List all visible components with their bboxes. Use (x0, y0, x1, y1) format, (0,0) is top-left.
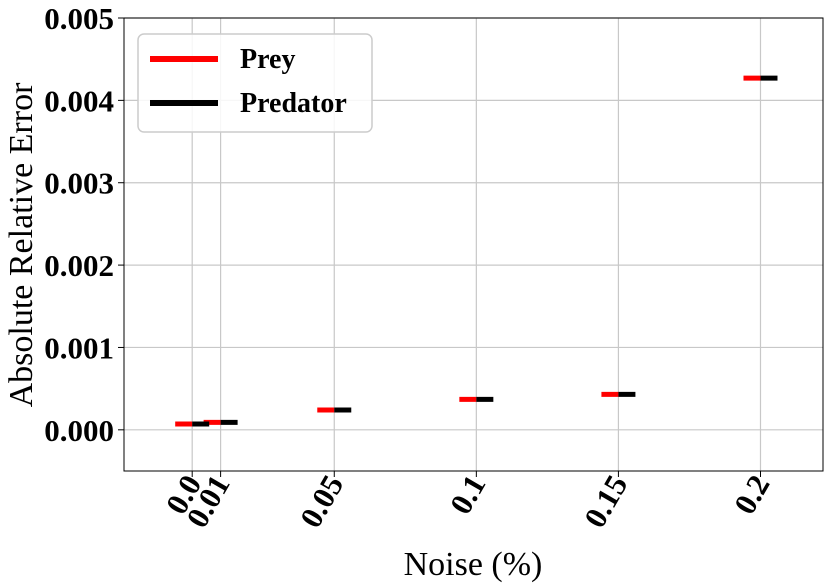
y-tick-label: 0.002 (44, 248, 114, 283)
y-axis-title: Absolute Relative Error (3, 82, 40, 407)
x-tick-label: 0.1 (443, 469, 493, 520)
plot-frame (123, 17, 824, 472)
legend: Prey Predator (137, 33, 373, 133)
x-axis-title: Noise (%) (404, 546, 543, 583)
data-marks (175, 75, 778, 427)
x-tick-label: 0.2 (727, 469, 777, 520)
y-axis-ticks: 0.000 0.001 0.002 0.003 0.004 0.005 (44, 1, 124, 448)
x-tick-label: 0.15 (577, 469, 634, 533)
y-tick-label: 0.001 (44, 330, 114, 365)
y-tick-label: 0.003 (44, 166, 114, 201)
x-tick-label: 0.05 (293, 469, 350, 533)
legend-label-predator: Predator (240, 88, 347, 119)
y-tick-label: 0.005 (44, 1, 114, 36)
y-tick-label: 0.000 (44, 413, 114, 448)
legend-label-prey: Prey (240, 44, 295, 75)
y-tick-label: 0.004 (44, 83, 114, 118)
x-axis-ticks: 0.00.01 0.05 0.1 0.15 0.2 (159, 469, 777, 533)
